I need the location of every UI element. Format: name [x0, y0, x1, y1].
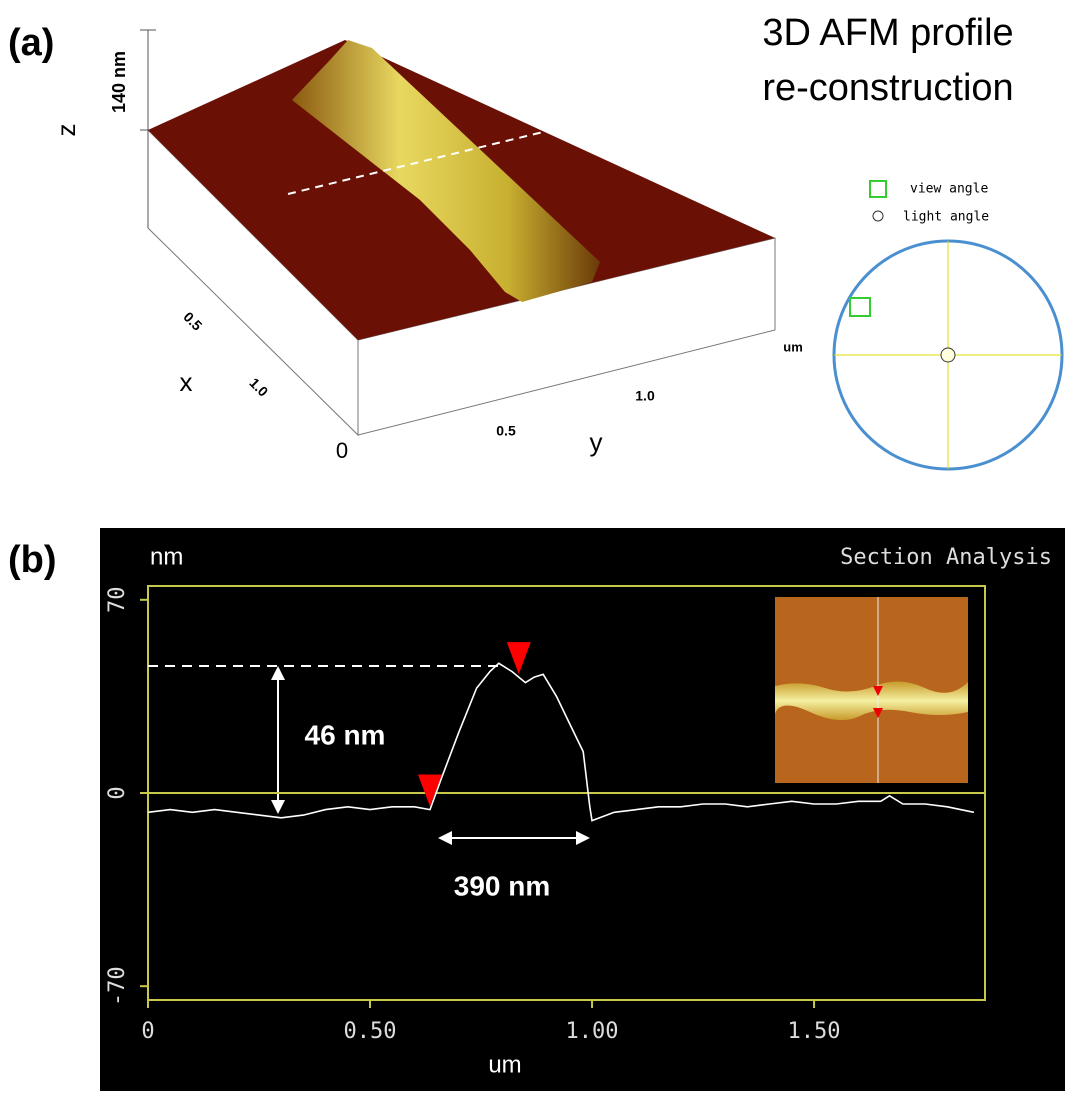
origin-label: 0 — [336, 438, 348, 463]
y-tick-label: 70 — [105, 587, 130, 614]
profile-line — [147, 662, 975, 822]
light-marker — [940, 347, 956, 363]
light-angle-label: light angle — [903, 210, 989, 225]
inset-cursor — [873, 686, 883, 696]
view-marker — [849, 297, 871, 317]
panel-a: (a) 3D AFM profile re-construction z 140… — [8, 12, 1064, 471]
y-tick-label: 1.0 — [635, 388, 655, 404]
inset-ridge — [775, 681, 968, 721]
light-icon — [872, 210, 884, 222]
arrow-head — [271, 800, 285, 814]
title: 3D AFM profile — [762, 12, 1013, 54]
section-line — [287, 123, 577, 195]
arrow-head — [438, 831, 452, 845]
view-angle-label: view angle — [910, 182, 988, 197]
cursor — [417, 774, 442, 807]
view-icon — [869, 180, 887, 198]
unit-label: um — [783, 339, 803, 354]
height-annotation: 46 nm — [305, 719, 386, 750]
chart-title: Section Analysis — [840, 545, 1052, 570]
y-tick-label: -70 — [105, 966, 130, 1006]
x-tick-label: 0 — [141, 1019, 154, 1044]
cursor — [506, 642, 531, 675]
y-tick-label: 0.5 — [496, 423, 516, 439]
inset-cursor — [873, 708, 883, 718]
panel-label: (b) — [8, 539, 57, 581]
x-tick-label: 0.5 — [180, 309, 205, 334]
section-plot: nm Section Analysis um 46 nm 390 nm 700-… — [105, 543, 1052, 1078]
title: re-construction — [762, 67, 1013, 109]
y-tick-label: 0 — [105, 786, 130, 799]
x-tick-label: 1.00 — [566, 1019, 619, 1044]
x-tick-label: 1.50 — [788, 1019, 841, 1044]
y-axis-title: nm — [150, 543, 183, 570]
y-label: y — [590, 427, 603, 457]
ridge — [292, 40, 600, 302]
x-axis-title: um — [488, 1051, 521, 1078]
arrow-head — [271, 666, 285, 680]
panel-label: (a) — [8, 22, 54, 64]
x-label: x — [180, 367, 193, 397]
arrow-head — [576, 831, 590, 845]
x-tick-label: 1.0 — [246, 375, 271, 400]
z-scale: 140 nm — [109, 51, 129, 113]
width-annotation: 390 nm — [454, 870, 551, 901]
z-label: z — [51, 124, 81, 137]
x-tick-label: 0.50 — [344, 1019, 397, 1044]
